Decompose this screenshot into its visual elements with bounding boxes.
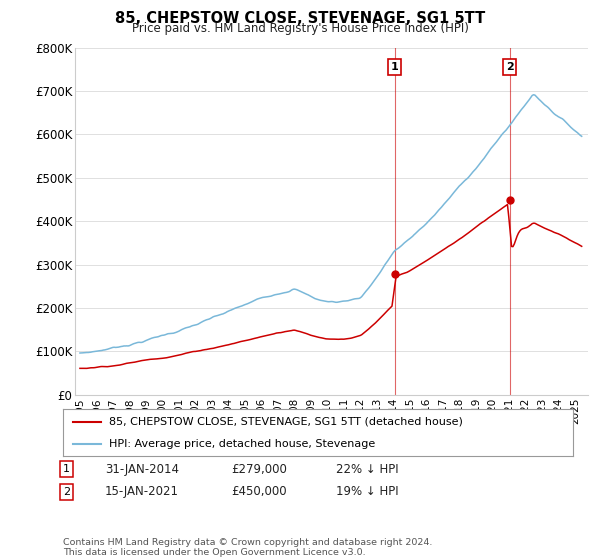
- Text: HPI: Average price, detached house, Stevenage: HPI: Average price, detached house, Stev…: [109, 438, 375, 449]
- Text: 1: 1: [63, 464, 70, 474]
- Text: 85, CHEPSTOW CLOSE, STEVENAGE, SG1 5TT: 85, CHEPSTOW CLOSE, STEVENAGE, SG1 5TT: [115, 11, 485, 26]
- Text: Contains HM Land Registry data © Crown copyright and database right 2024.
This d: Contains HM Land Registry data © Crown c…: [63, 538, 433, 557]
- Text: 2: 2: [506, 62, 514, 72]
- Text: 2: 2: [63, 487, 70, 497]
- Point: [505, 195, 514, 204]
- Text: 19% ↓ HPI: 19% ↓ HPI: [336, 485, 398, 498]
- Text: £279,000: £279,000: [231, 463, 287, 476]
- Text: 31-JAN-2014: 31-JAN-2014: [105, 463, 179, 476]
- Text: 15-JAN-2021: 15-JAN-2021: [105, 485, 179, 498]
- Text: 22% ↓ HPI: 22% ↓ HPI: [336, 463, 398, 476]
- Point: [390, 269, 400, 278]
- Text: Price paid vs. HM Land Registry's House Price Index (HPI): Price paid vs. HM Land Registry's House …: [131, 22, 469, 35]
- Text: 1: 1: [391, 62, 398, 72]
- Text: £450,000: £450,000: [231, 485, 287, 498]
- Text: 85, CHEPSTOW CLOSE, STEVENAGE, SG1 5TT (detached house): 85, CHEPSTOW CLOSE, STEVENAGE, SG1 5TT (…: [109, 417, 463, 427]
